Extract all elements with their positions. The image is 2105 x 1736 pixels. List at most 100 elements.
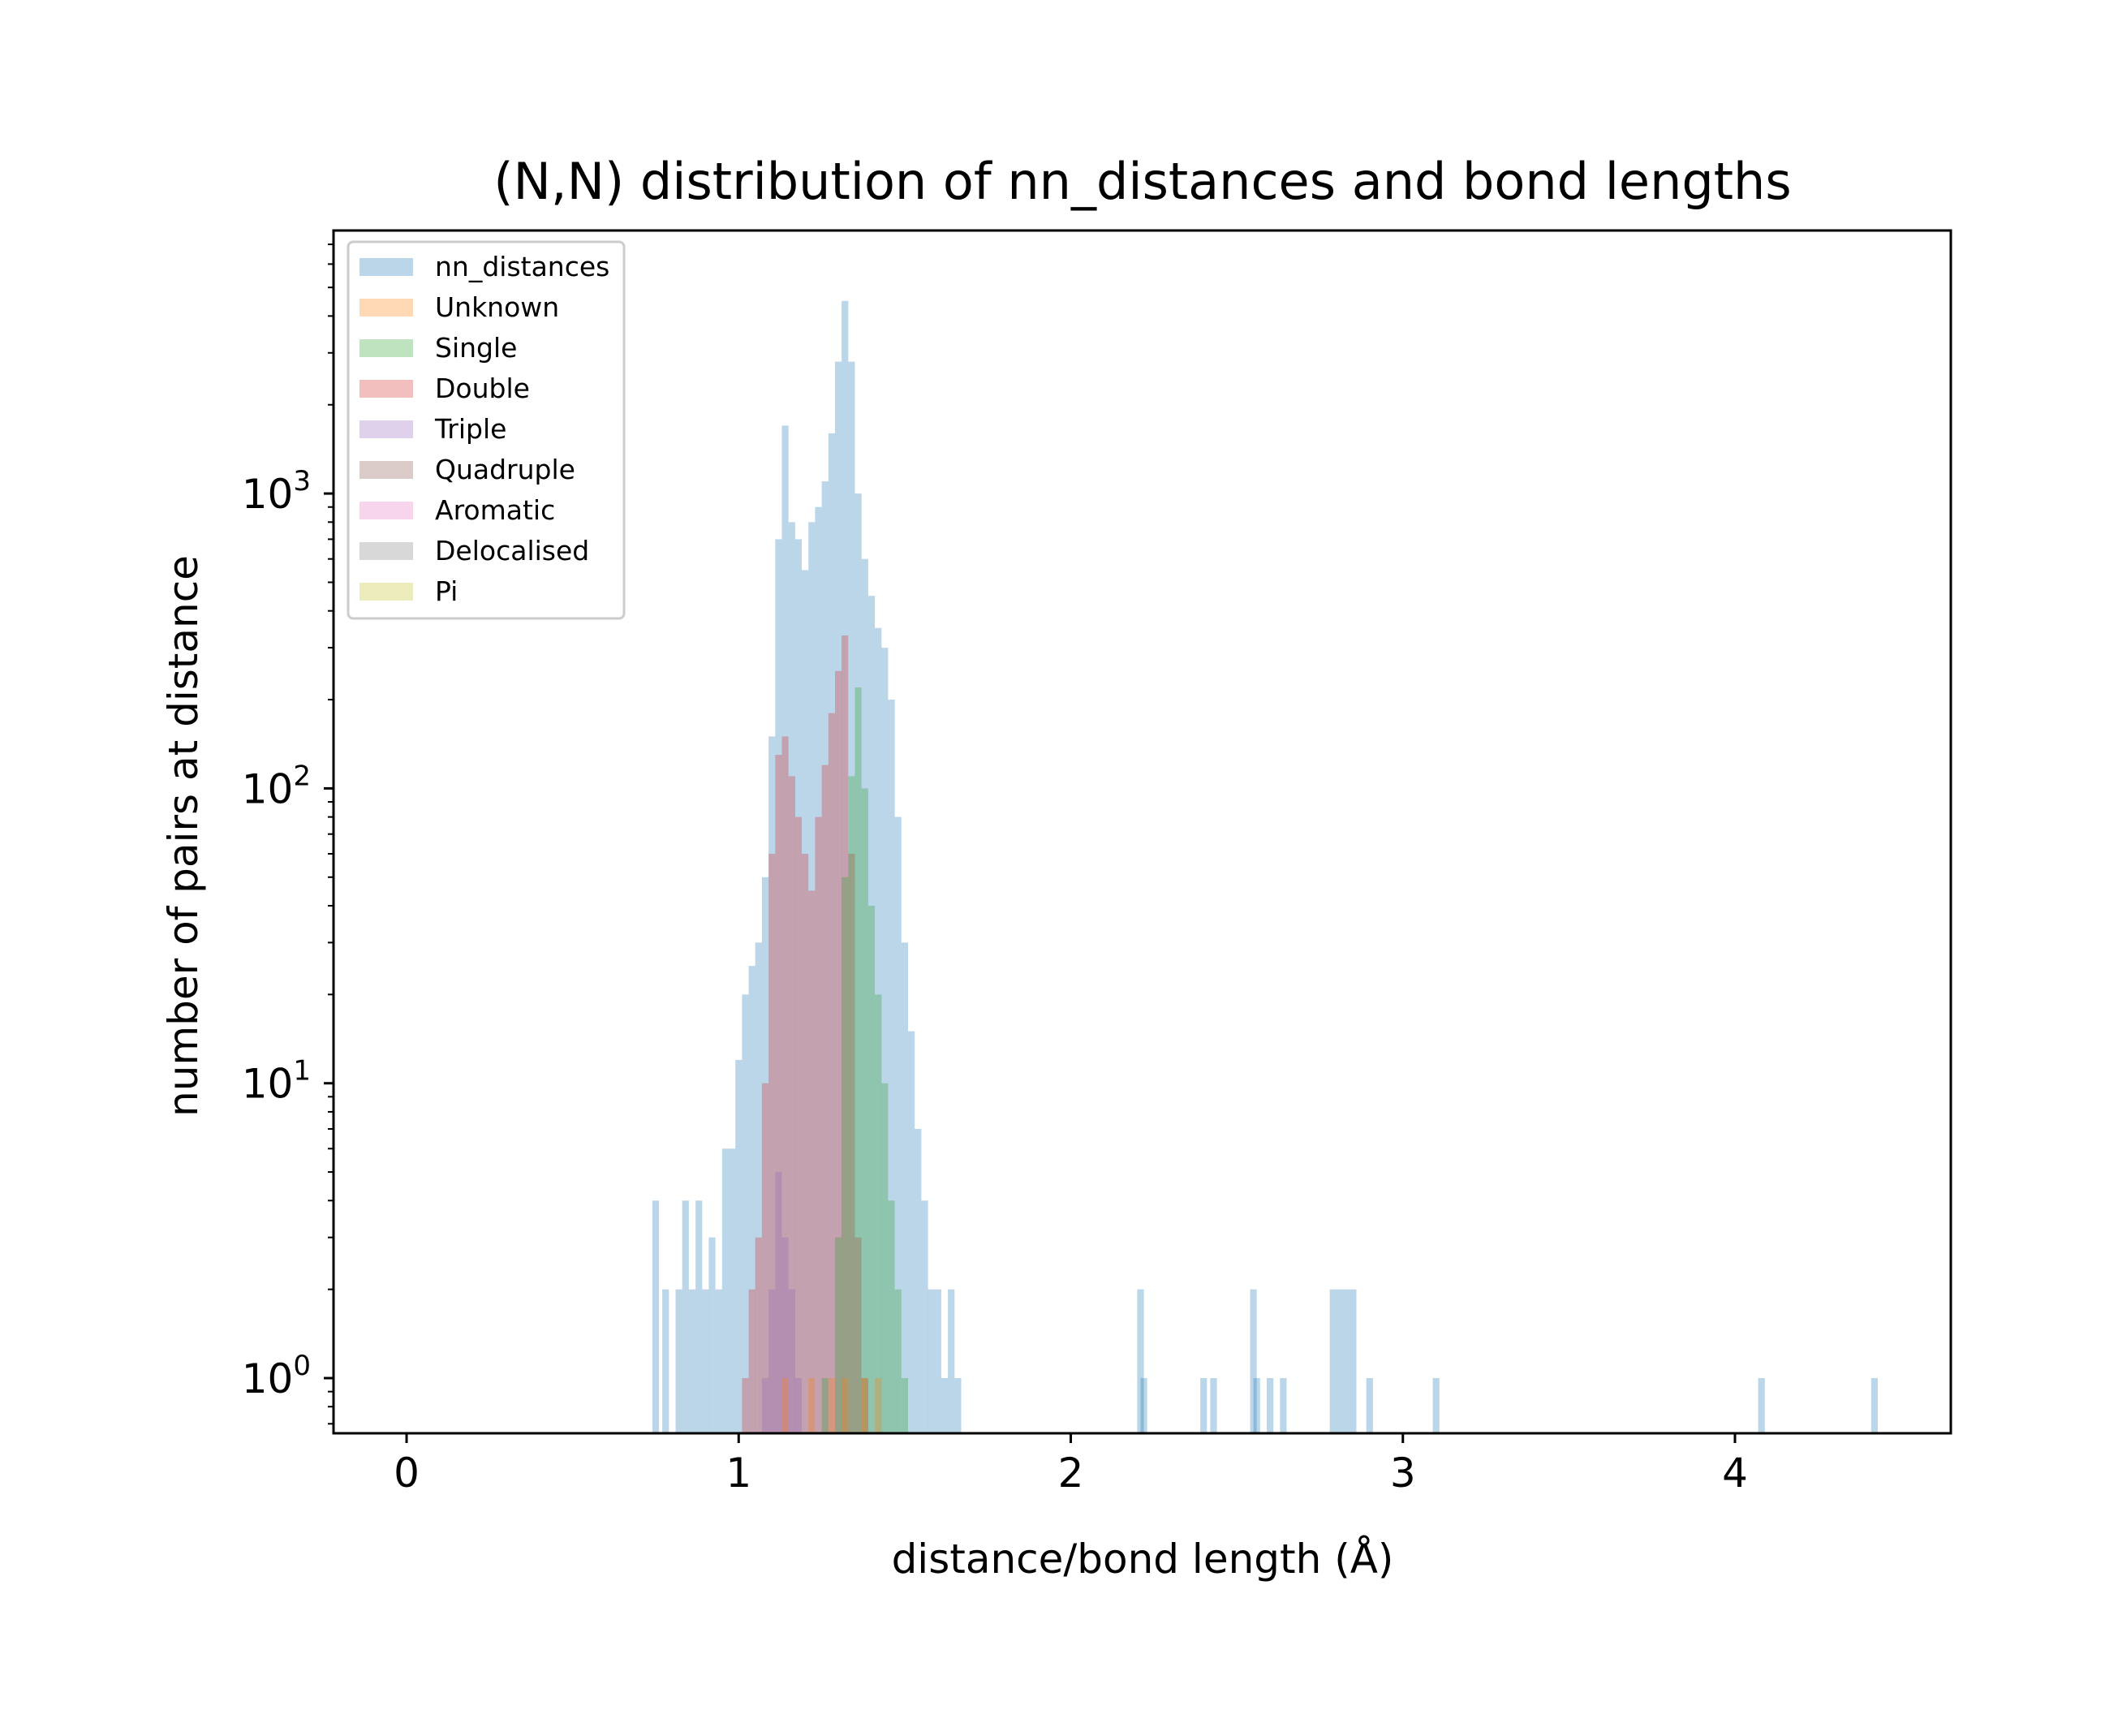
x-tick-label: 1 [725, 1450, 751, 1497]
bar-nn-distances [815, 506, 822, 1433]
bar-nn-distances [921, 1200, 928, 1433]
bar-double [742, 1378, 749, 1433]
bar-nn-distances [781, 425, 789, 1433]
legend-label: Triple [434, 413, 506, 445]
bar-nn-distances [941, 1378, 949, 1433]
y-tick-label: 100 [242, 1350, 311, 1402]
bar-nn-distances [1140, 1378, 1147, 1433]
bar-nn-distances [708, 1237, 716, 1433]
bar-triple [761, 1378, 769, 1433]
bar-nn-distances [1366, 1378, 1373, 1433]
bar-nn-distances [742, 994, 749, 1433]
bar-double [821, 765, 829, 1433]
series-unknown [781, 1378, 882, 1433]
y-tick-label: 103 [242, 465, 311, 518]
bar-nn-distances [688, 1289, 696, 1433]
bar-unknown [875, 1378, 882, 1433]
bar-single [894, 1289, 902, 1433]
bar-nn-distances [775, 539, 782, 1433]
bar-double [828, 713, 835, 1433]
plot-area [652, 300, 1878, 1433]
bars-group [652, 300, 1878, 1433]
legend-label: Quadruple [435, 454, 575, 485]
axes-frame [332, 229, 1952, 1435]
bar-double [854, 1237, 862, 1433]
bar-nn-distances [682, 1200, 689, 1433]
bar-single [901, 1378, 908, 1433]
bar-nn-distances [1137, 1289, 1144, 1433]
bar-nn-distances [828, 433, 835, 1433]
bar-nn-distances [1870, 1378, 1878, 1433]
x-tick-label: 3 [1390, 1450, 1416, 1497]
bar-single [835, 1237, 842, 1433]
bar-nn-distances [794, 539, 802, 1433]
bar-unknown [828, 1378, 835, 1433]
bar-unknown [861, 1378, 868, 1433]
bar-single [821, 1378, 829, 1433]
y-tick-label: 102 [242, 760, 311, 812]
series-triple [761, 1172, 802, 1433]
bar-nn-distances [888, 700, 895, 1433]
bar-triple [781, 1237, 789, 1433]
bar-double [802, 854, 809, 1433]
series-double [742, 635, 868, 1433]
bar-nn-distances [1350, 1289, 1357, 1433]
bar-nn-distances [948, 1289, 955, 1433]
bar-unknown [842, 1378, 849, 1433]
bar-nn-distances [1432, 1378, 1440, 1433]
bar-nn-distances [1758, 1378, 1765, 1433]
axes-layer: 0 1 2 3 4 100 101 102 103 [242, 229, 1952, 1497]
bar-nn-distances [894, 816, 902, 1433]
legend-label: Delocalised [435, 535, 589, 566]
bar-single [861, 788, 868, 1433]
chart-title: (N,N) distribution of nn_distances and b… [493, 152, 1791, 211]
x-tick-label: 0 [394, 1450, 420, 1497]
legend-swatch [359, 583, 413, 601]
bar-nn-distances [1280, 1378, 1287, 1433]
bar-double [755, 1237, 762, 1433]
x-axis-label: distance/bond length (Å) [892, 1536, 1394, 1583]
legend-label: Unknown [435, 291, 559, 323]
bar-nn-distances [715, 1289, 722, 1433]
bar-double [848, 854, 855, 1433]
bar-nn-distances [881, 648, 889, 1433]
legend-swatch [359, 339, 413, 357]
bar-nn-distances [934, 1289, 941, 1433]
bar-double [781, 736, 789, 1433]
bar-nn-distances [867, 596, 876, 1433]
bar-nn-distances [808, 522, 816, 1433]
bar-nn-distances [1267, 1378, 1274, 1433]
bar-double [788, 776, 795, 1433]
bar-nn-distances [652, 1200, 660, 1433]
bar-nn-distances [1210, 1378, 1217, 1433]
bar-nn-distances [928, 1289, 935, 1433]
bar-nn-distances [755, 942, 762, 1433]
bar-double [794, 816, 802, 1433]
bar-nn-distances [1336, 1289, 1344, 1433]
bar-triple [775, 1172, 782, 1433]
legend-swatch [359, 542, 413, 560]
bar-nn-distances [1253, 1378, 1260, 1433]
x-tick-label: 4 [1722, 1450, 1748, 1497]
bar-nn-distances [848, 361, 855, 1433]
bar-double [815, 816, 822, 1433]
bar-single [848, 776, 855, 1433]
bar-nn-distances [695, 1200, 703, 1433]
legend: nn_distances Unknown Single Double Triple Qua… [347, 240, 626, 620]
bar-nn-distances [854, 493, 862, 1433]
bar-single [875, 994, 882, 1433]
bar-nn-distances [761, 877, 769, 1433]
legend-label: Single [435, 332, 517, 364]
bar-double [842, 635, 849, 1433]
bar-double [748, 1289, 755, 1433]
bar-single [881, 1083, 889, 1433]
bar-nn-distances [675, 1289, 682, 1433]
bar-single [867, 906, 876, 1433]
bar-nn-distances [768, 736, 776, 1433]
bar-nn-distances [901, 942, 908, 1433]
bar-single [842, 877, 849, 1433]
y-tick-label: 101 [242, 1055, 311, 1108]
legend-swatch [359, 502, 413, 519]
